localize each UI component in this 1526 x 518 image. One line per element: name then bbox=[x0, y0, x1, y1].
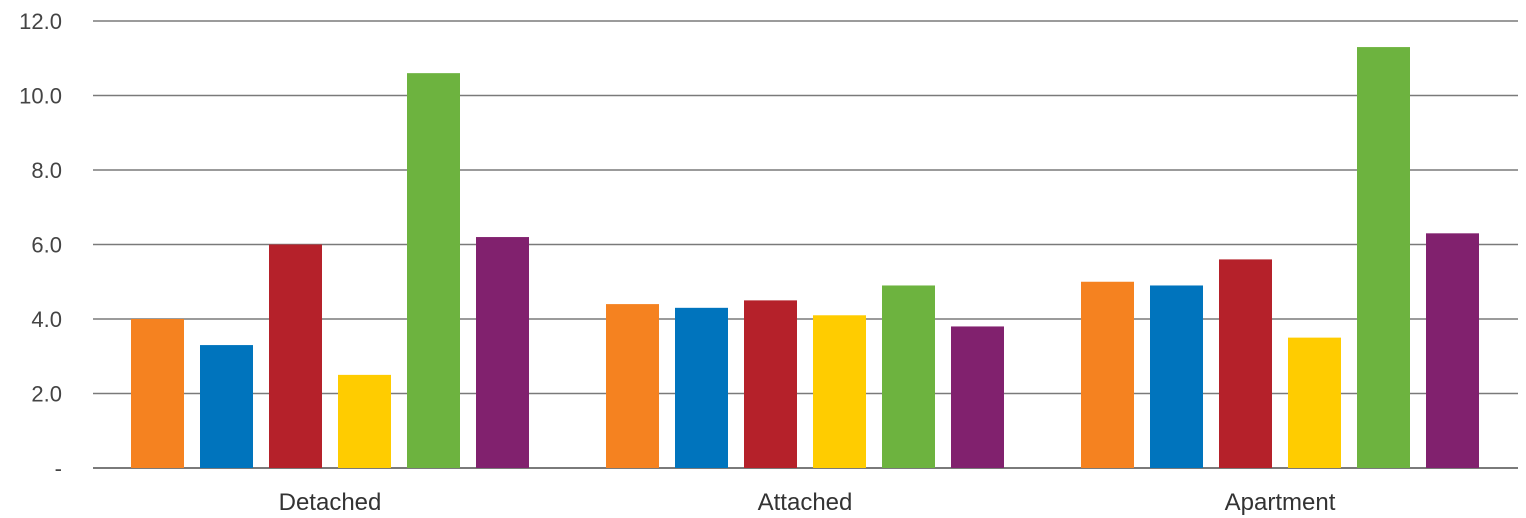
bar-apartment-series-6 bbox=[1426, 233, 1479, 468]
gridlines bbox=[93, 20, 1518, 469]
y-tick-label-3: 6.0 bbox=[31, 233, 62, 258]
x-category-label-attached: Attached bbox=[758, 489, 853, 516]
bar-detached-series-3 bbox=[269, 244, 322, 468]
bar-apartment-series-3 bbox=[1219, 259, 1272, 468]
bar-apartment-series-5 bbox=[1357, 47, 1410, 468]
bar-apartment-series-2 bbox=[1150, 285, 1203, 468]
bar-detached-series-1 bbox=[131, 319, 184, 468]
y-tick-label-2: 4.0 bbox=[31, 307, 62, 332]
bar-detached-series-2 bbox=[200, 345, 253, 468]
bars bbox=[131, 47, 1479, 469]
bar-attached-series-4 bbox=[813, 315, 866, 468]
x-category-label-apartment: Apartment bbox=[1225, 489, 1336, 516]
bar-attached-series-6 bbox=[951, 326, 1004, 468]
bar-detached-series-4 bbox=[338, 374, 391, 468]
y-tick-label-4: 8.0 bbox=[31, 158, 62, 183]
x-category-label-detached: Detached bbox=[279, 489, 382, 516]
bar-attached-series-1 bbox=[606, 304, 659, 468]
bar-apartment-series-1 bbox=[1081, 281, 1134, 468]
y-tick-label-5: 10.0 bbox=[19, 84, 62, 109]
y-tick-label-6: 12.0 bbox=[19, 9, 62, 34]
bar-detached-series-6 bbox=[476, 237, 529, 468]
bar-detached-series-5 bbox=[407, 73, 460, 469]
bar-attached-series-5 bbox=[882, 285, 935, 468]
bar-attached-series-3 bbox=[744, 300, 797, 468]
y-tick-label-0: - bbox=[55, 456, 62, 481]
bar-attached-series-2 bbox=[675, 307, 728, 468]
x-axis-category-labels: Detached Attached Apartment bbox=[279, 489, 1336, 516]
bar-apartment-series-4 bbox=[1288, 337, 1341, 468]
y-tick-label-1: 2.0 bbox=[31, 382, 62, 407]
y-axis-tick-labels: - 2.0 4.0 6.0 8.0 10.0 12.0 bbox=[19, 9, 62, 481]
